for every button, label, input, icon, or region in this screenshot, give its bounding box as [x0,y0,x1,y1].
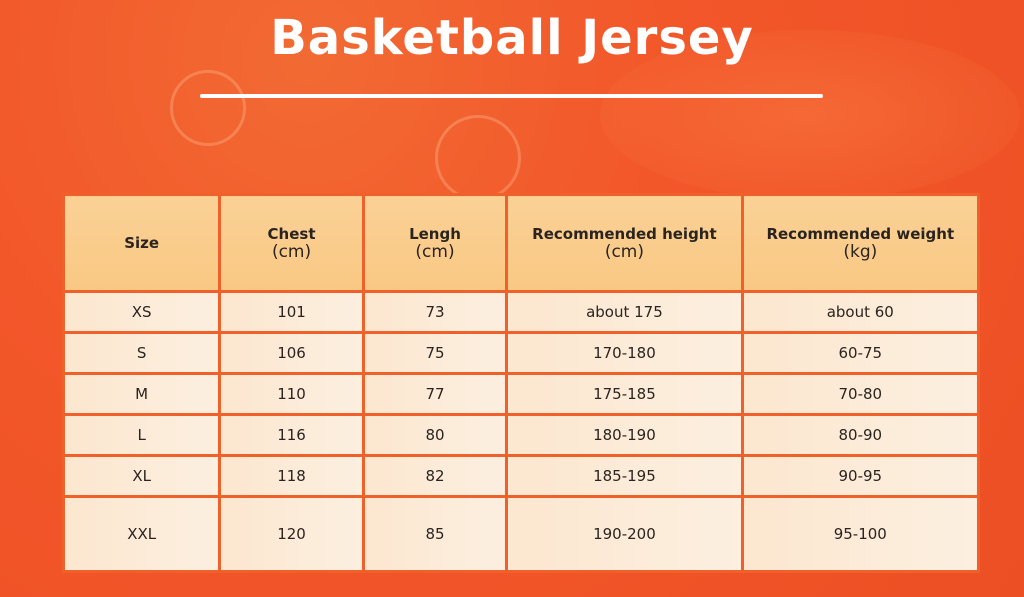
decorative-glow [600,30,1020,200]
table-row: XL 118 82 185-195 90-95 [61,454,981,498]
table-cell: 82 [361,454,509,498]
table-cell: 110 [218,372,365,416]
table-cell: 118 [218,454,365,498]
table-cell: L [61,413,222,457]
table-cell: S [61,331,222,375]
column-header-unit: (kg) [843,242,878,262]
column-header: Chest (cm) [218,193,365,293]
table-cell: 75 [361,331,509,375]
table-cell: XXL [61,495,222,573]
column-header-label: Recommended weight [766,225,955,243]
table-cell: 175-185 [505,372,744,416]
column-header: Recommended height (cm) [505,193,744,293]
table-row: XXL 120 85 190-200 95-100 [61,495,981,573]
table-header-row: Size Chest (cm) Lengh (cm) Recommended height… [61,193,981,293]
column-header-label: Size [124,234,160,252]
column-header-unit: (cm) [271,242,312,262]
table-cell: 80-90 [740,413,981,457]
table-cell: 190-200 [505,495,744,573]
column-header-label: Recommended height [532,225,717,243]
table-row: L 116 80 180-190 80-90 [61,413,981,457]
table-cell: 170-180 [505,331,744,375]
size-chart-table: Size Chest (cm) Lengh (cm) Recommended height… [61,193,981,573]
decorative-ring [170,70,246,146]
table-cell: 101 [218,290,365,334]
column-header: Size [61,193,222,293]
table-cell: 90-95 [740,454,981,498]
table-cell: 185-195 [505,454,744,498]
table-row: S 106 75 170-180 60-75 [61,331,981,375]
decorative-ring [435,115,521,201]
column-header: Recommended weight (kg) [740,193,981,293]
column-header-unit: (cm) [415,242,455,262]
table-cell: XL [61,454,222,498]
page-title: Basketball Jersey [270,10,754,66]
column-header-label: Lengh [409,225,461,243]
title-underline [200,94,823,98]
table-row: XS 101 73 about 175 about 60 [61,290,981,334]
table-cell: 120 [218,495,365,573]
table-cell: 80 [361,413,509,457]
table-cell: about 175 [505,290,744,334]
table-cell: 73 [361,290,509,334]
table-cell: 85 [361,495,509,573]
column-header-unit: (cm) [604,242,644,262]
table-cell: 77 [361,372,509,416]
table-cell: about 60 [740,290,981,334]
column-header-label: Chest [267,225,316,243]
table-cell: 116 [218,413,365,457]
table-cell: 70-80 [740,372,981,416]
table-cell: 60-75 [740,331,981,375]
table-row: M 110 77 175-185 70-80 [61,372,981,416]
table-cell: M [61,372,222,416]
table-cell: 95-100 [740,495,981,573]
column-header: Lengh (cm) [361,193,509,293]
table-cell: XS [61,290,222,334]
table-cell: 106 [218,331,365,375]
table-cell: 180-190 [505,413,744,457]
